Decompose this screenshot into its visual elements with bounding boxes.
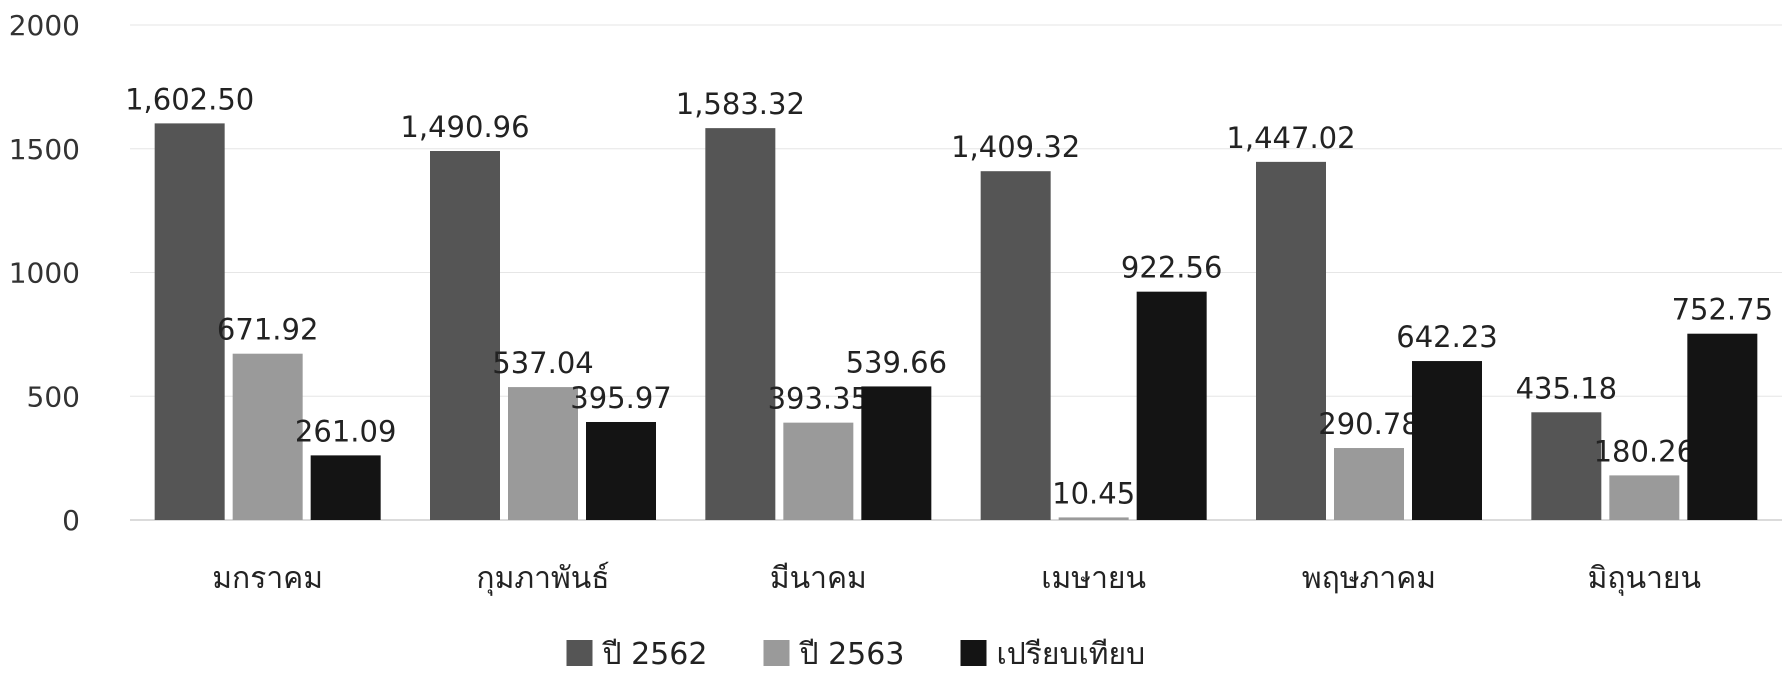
bar bbox=[705, 128, 776, 520]
bar bbox=[310, 455, 381, 520]
data-label: 671.92 bbox=[217, 313, 318, 347]
y-tick-label: 2000 bbox=[9, 9, 80, 42]
bar bbox=[1687, 333, 1758, 520]
bar bbox=[1609, 475, 1680, 520]
data-label: 1,409.32 bbox=[951, 130, 1080, 164]
bar bbox=[1058, 517, 1129, 520]
data-label: 1,602.50 bbox=[125, 82, 254, 116]
x-category-label: มกราคม bbox=[212, 561, 323, 596]
data-label: 922.56 bbox=[1121, 251, 1222, 285]
data-label: 642.23 bbox=[1396, 320, 1497, 354]
bar bbox=[1412, 361, 1482, 520]
bar bbox=[980, 171, 1051, 520]
data-label: 395.97 bbox=[570, 381, 671, 415]
y-tick-label: 0 bbox=[62, 504, 80, 537]
legend-swatch bbox=[763, 640, 790, 666]
y-tick-label: 1000 bbox=[9, 257, 80, 290]
data-label: 539.66 bbox=[846, 345, 947, 379]
x-category-label: พฤษภาคม bbox=[1302, 561, 1436, 596]
bar bbox=[1334, 448, 1404, 520]
bar bbox=[861, 386, 932, 520]
bar bbox=[154, 123, 225, 520]
legend-label: ปี 2562 bbox=[602, 637, 708, 672]
data-label: 261.09 bbox=[295, 414, 396, 448]
data-label: 1,583.32 bbox=[676, 87, 805, 121]
bar bbox=[508, 387, 578, 520]
legend-swatch bbox=[566, 640, 593, 666]
data-label: 752.75 bbox=[1672, 293, 1773, 327]
data-label: 290.78 bbox=[1318, 407, 1419, 441]
bar bbox=[1136, 291, 1207, 520]
y-tick-label: 1500 bbox=[9, 133, 80, 166]
data-label: 1,447.02 bbox=[1226, 121, 1355, 155]
x-category-label: มีนาคม bbox=[770, 561, 867, 596]
bar bbox=[1531, 412, 1602, 520]
data-label: 393.35 bbox=[768, 382, 869, 416]
x-category-label: เมษายน bbox=[1041, 561, 1146, 596]
bar bbox=[1256, 161, 1326, 520]
legend-label: ปี 2563 bbox=[799, 637, 905, 672]
legend-label: เปรียบเทียบ bbox=[997, 637, 1146, 672]
data-label: 10.45 bbox=[1052, 476, 1135, 510]
y-tick-label: 500 bbox=[27, 380, 80, 413]
bar bbox=[232, 353, 303, 520]
legend-swatch bbox=[960, 640, 987, 666]
data-label: 435.18 bbox=[1516, 371, 1617, 405]
bar bbox=[586, 421, 656, 520]
x-category-label: มิถุนายน bbox=[1588, 561, 1701, 597]
bar bbox=[430, 150, 500, 520]
bar bbox=[783, 422, 854, 520]
x-category-label: กุมภาพันธ์ bbox=[476, 561, 609, 597]
data-label: 180.26 bbox=[1594, 434, 1695, 468]
data-label: 1,490.96 bbox=[400, 110, 529, 144]
data-label: 537.04 bbox=[492, 346, 593, 380]
